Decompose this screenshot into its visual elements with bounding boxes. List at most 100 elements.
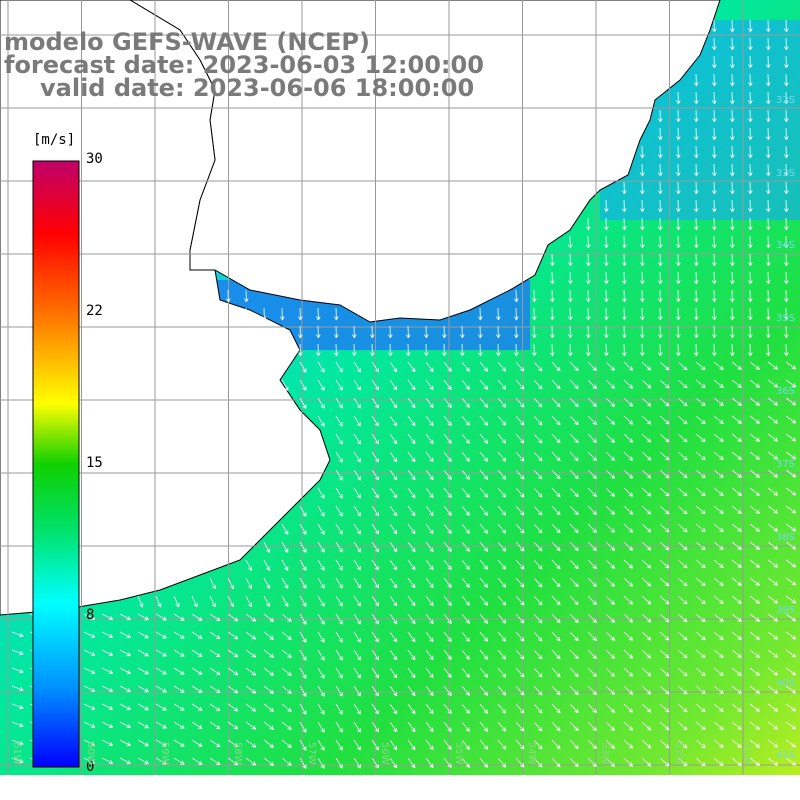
wind-arrow [299, 667, 307, 679]
wind-arrow [749, 523, 760, 532]
wind-arrow [749, 703, 760, 712]
wind-arrow [407, 469, 416, 481]
wind-arrow [479, 577, 488, 588]
wind-arrow [712, 271, 717, 285]
wind-arrow [677, 361, 688, 371]
lon-label: 55W [453, 742, 464, 765]
wind-arrow [623, 523, 634, 533]
wind-arrow [425, 649, 434, 661]
wind-arrow [586, 289, 591, 303]
wind-arrow [677, 649, 688, 659]
wind-arrow [407, 595, 416, 607]
wind-arrow [767, 415, 778, 424]
wind-arrow [731, 433, 742, 442]
wind-arrow [605, 685, 615, 695]
wind-arrow [515, 505, 525, 516]
wind-arrow [640, 289, 645, 303]
wind-arrow [586, 253, 591, 267]
wind-arrow [568, 271, 573, 285]
wind-arrow [766, 145, 771, 159]
wind-arrow [353, 631, 361, 643]
lat-label: 32S [776, 95, 796, 106]
wind-arrow [676, 91, 681, 105]
wind-arrow [173, 739, 185, 747]
wind-arrow [119, 685, 131, 693]
wind-arrow [533, 667, 543, 678]
wind-arrow [748, 55, 753, 69]
wind-arrow [551, 595, 561, 606]
wind-arrow [370, 325, 375, 339]
wind-arrow [767, 541, 778, 550]
wind-arrow [784, 325, 789, 339]
wind-arrow [568, 253, 573, 267]
wind-arrow [101, 649, 114, 656]
wind-arrow [478, 307, 483, 321]
wind-arrow [659, 721, 670, 731]
wind-arrow [227, 703, 239, 712]
wind-arrow [767, 379, 778, 388]
wind-arrow [533, 739, 543, 750]
wind-arrow [461, 739, 470, 750]
wind-arrow [389, 649, 398, 661]
wind-arrow [533, 685, 543, 696]
wind-arrow [677, 631, 688, 641]
wind-arrow [479, 523, 488, 534]
wind-arrow [712, 19, 717, 33]
wind-arrow [497, 379, 507, 390]
wind-arrow [353, 487, 361, 499]
wind-arrow [623, 703, 634, 713]
wind-arrow [676, 271, 681, 285]
wind-arrow [640, 307, 645, 321]
wind-arrow [389, 739, 398, 751]
wind-arrow [605, 523, 615, 533]
wind-arrow [317, 721, 325, 733]
wind-arrow [623, 649, 634, 659]
wind-arrow [604, 325, 609, 339]
wind-arrow [713, 595, 724, 604]
wind-arrow [533, 721, 543, 732]
wind-arrow [568, 307, 573, 321]
wind-arrow [604, 253, 609, 267]
wind-arrow [371, 757, 380, 769]
wind-arrow [676, 109, 681, 123]
wind-arrow [623, 397, 634, 407]
wind-arrow [587, 361, 597, 371]
wind-arrow [569, 397, 579, 408]
wind-arrow [784, 163, 789, 177]
lat-label: 34S [776, 240, 796, 251]
wind-arrow [568, 289, 573, 303]
wind-arrow [497, 505, 507, 516]
wind-arrow [101, 703, 114, 710]
wind-arrow [461, 667, 470, 678]
wind-arrow [694, 271, 699, 285]
wind-arrow [173, 667, 185, 675]
lat-label: 41S [776, 750, 796, 761]
wind-arrow [641, 433, 652, 443]
wind-arrow [604, 235, 609, 249]
wind-arrow [497, 757, 507, 768]
wind-arrow [568, 325, 573, 339]
wind-arrow [785, 631, 797, 640]
wind-arrow [605, 559, 615, 569]
wind-arrow [497, 397, 507, 408]
wind-arrow [767, 649, 778, 658]
wind-arrow [784, 73, 789, 87]
wind-arrow [497, 487, 507, 498]
wind-arrow [659, 757, 670, 767]
wind-arrow [227, 685, 239, 694]
wind-arrow [371, 685, 380, 697]
wind-arrow [479, 613, 488, 624]
wind-arrow [479, 505, 488, 516]
wind-arrow [605, 433, 615, 443]
wind-arrow [748, 343, 753, 357]
colorbar [32, 160, 80, 768]
wind-arrow [569, 433, 579, 444]
wind-arrow [713, 523, 724, 532]
wind-arrow [497, 595, 507, 606]
wind-arrow [659, 451, 670, 461]
wind-arrow [641, 739, 652, 749]
wind-arrow [658, 181, 663, 195]
wind-arrow [443, 613, 452, 624]
wind-arrow [605, 649, 615, 659]
wind-arrow [497, 415, 507, 426]
